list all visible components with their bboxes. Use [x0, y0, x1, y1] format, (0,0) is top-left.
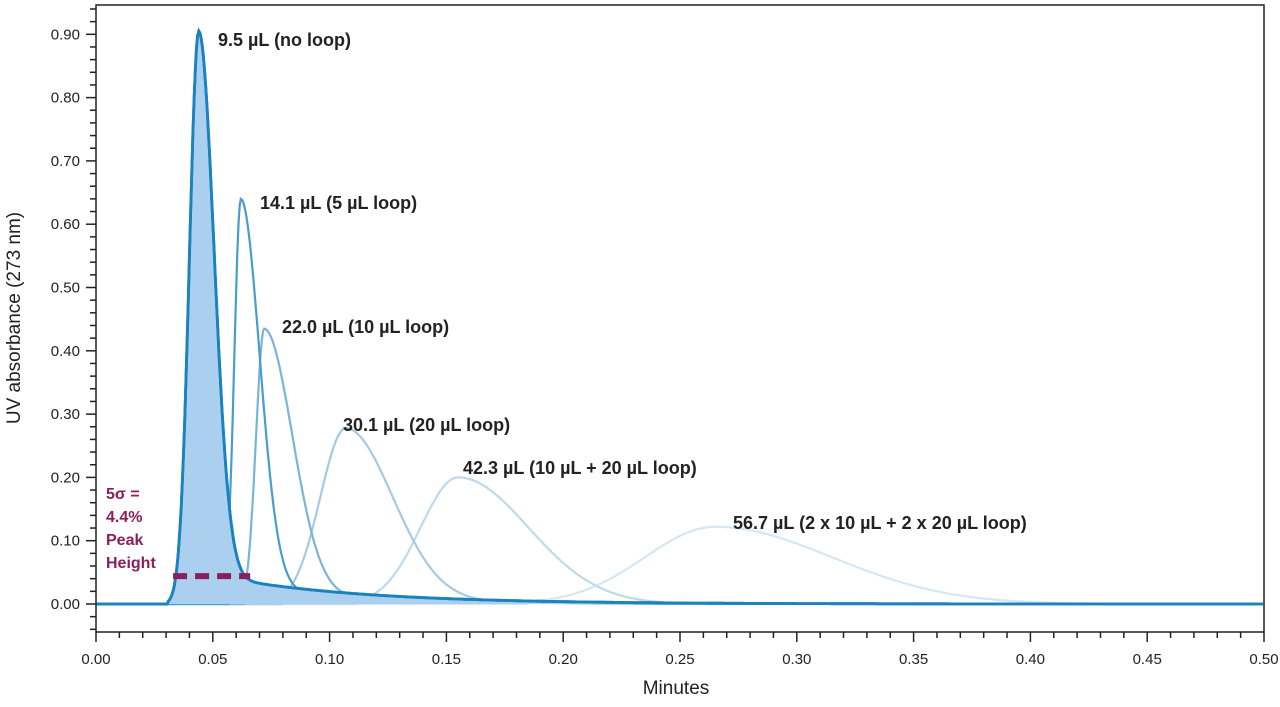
- y-tick-label: 0.30: [51, 406, 80, 423]
- curves-layer: [96, 27, 1264, 606]
- y-tick-label: 0.20: [51, 469, 80, 486]
- series-label-2: 14.1 µL (5 µL loop): [260, 193, 417, 213]
- series-line-main: [96, 27, 1263, 606]
- sigma-text-2: 4.4%: [106, 509, 142, 526]
- series-line-1: [96, 27, 1263, 606]
- axes-layer: 0.00 0.05 0.10 0.15 0.20 0.25 0.30 0.35 0.40 0.45…: [51, 8, 1279, 668]
- series-label-6: 56.7 µL (2 x 10 µL + 2 x 20 µL loop): [733, 513, 1027, 533]
- y-tick-label: 0.10: [51, 533, 80, 550]
- plot-frame: [95, 4, 1265, 633]
- y-tick-label: 0.50: [51, 280, 80, 297]
- y-tick-label: 0.40: [51, 343, 80, 360]
- series-label-1: 9.5 µL (no loop): [218, 30, 351, 50]
- x-tick-label: 0.15: [432, 651, 461, 668]
- series-line-2: [96, 196, 1263, 606]
- y-tick-label: 0.70: [51, 153, 80, 170]
- x-tick-label: 0.40: [1016, 651, 1045, 668]
- sigma-text-4: Height: [106, 555, 156, 572]
- sigma-annotation: 5σ = 4.4% Peak Height: [106, 486, 251, 580]
- y-tick-label: 0.80: [51, 90, 80, 107]
- series-label-4: 30.1 µL (20 µL loop): [343, 415, 510, 435]
- x-tick-label: 0.05: [198, 651, 227, 668]
- x-tick-label: 0.30: [782, 651, 811, 668]
- y-tick-label: 0.60: [51, 216, 80, 233]
- x-axis-title: Minutes: [643, 678, 710, 699]
- sigma-text-3: Peak: [106, 532, 143, 549]
- x-tick-label: 0.35: [899, 651, 928, 668]
- series-labels: 9.5 µL (no loop) 14.1 µL (5 µL loop) 22.…: [218, 30, 1027, 533]
- series-label-3: 22.0 µL (10 µL loop): [282, 317, 449, 337]
- y-axis-title: UV absorbance (273 nm): [4, 212, 25, 424]
- y-tick-label: 0.90: [51, 26, 80, 43]
- series-line-4: [96, 426, 1263, 606]
- x-tick-label: 0.00: [81, 651, 110, 668]
- x-tick-label: 0.25: [665, 651, 694, 668]
- x-tick-label: 0.50: [1249, 651, 1278, 668]
- x-tick-label: 0.45: [1133, 651, 1162, 668]
- y-tick-label: 0.00: [51, 596, 80, 613]
- peak-fill-area: [96, 31, 1264, 605]
- x-tick-label: 0.20: [549, 651, 578, 668]
- x-tick-label: 0.10: [315, 651, 344, 668]
- sigma-text-1: 5σ =: [106, 486, 140, 503]
- series-label-5: 42.3 µL (10 µL + 20 µL loop): [463, 458, 697, 478]
